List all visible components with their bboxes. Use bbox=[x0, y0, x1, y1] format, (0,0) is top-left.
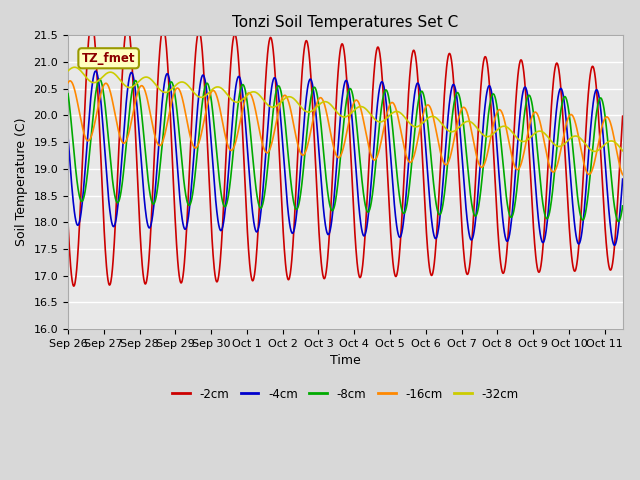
Legend: -2cm, -4cm, -8cm, -16cm, -32cm: -2cm, -4cm, -8cm, -16cm, -32cm bbox=[168, 383, 524, 405]
Title: Tonzi Soil Temperatures Set C: Tonzi Soil Temperatures Set C bbox=[232, 15, 458, 30]
Text: TZ_fmet: TZ_fmet bbox=[82, 52, 136, 65]
X-axis label: Time: Time bbox=[330, 354, 361, 367]
Y-axis label: Soil Temperature (C): Soil Temperature (C) bbox=[15, 118, 28, 246]
